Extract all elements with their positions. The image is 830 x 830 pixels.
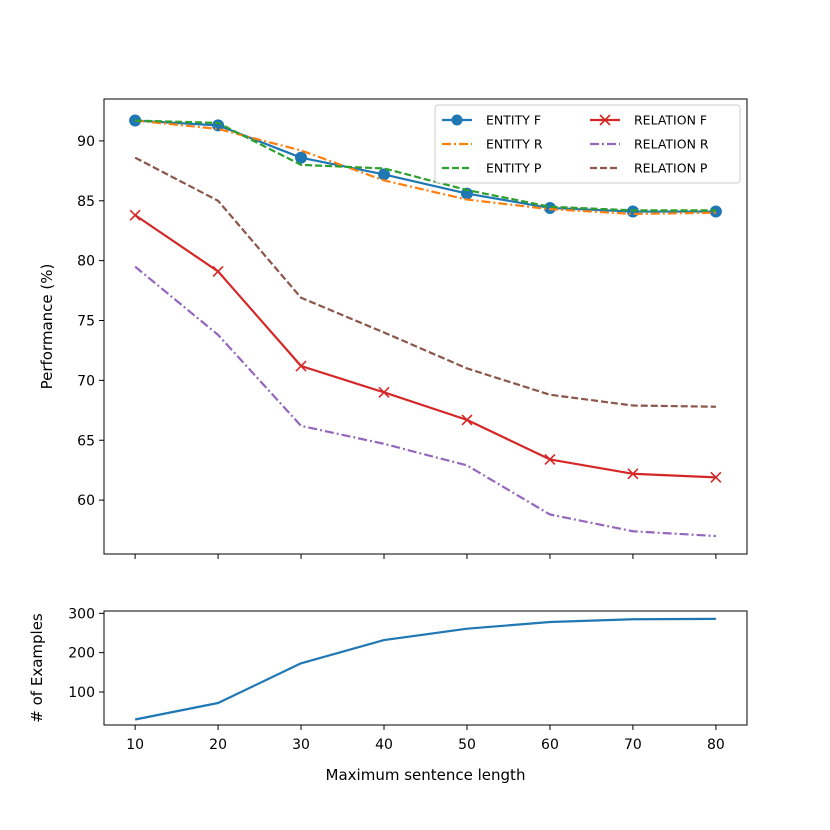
y-tick-label: 100 [68, 685, 95, 701]
series-line [135, 119, 716, 212]
data-point [129, 209, 141, 221]
x-tick-label: 80 [707, 737, 725, 753]
y-tick-label: 90 [77, 134, 95, 150]
legend-item: RELATION P [590, 161, 708, 176]
y-tick-label: 65 [77, 433, 95, 449]
legend-box [434, 104, 741, 184]
data-point [212, 265, 224, 277]
examples-plot-area [104, 611, 747, 725]
series-relation-p [134, 156, 716, 408]
x-tick-label: 60 [541, 737, 559, 753]
x-tick-label: 30 [292, 737, 310, 753]
data-point [709, 205, 722, 218]
legend-marker [451, 114, 463, 126]
series-line [134, 156, 716, 408]
y-tick-label: 200 [68, 646, 95, 662]
legend: ENTITY F ENTITY R ENTITY P RELATION F RELATI… [434, 104, 741, 184]
performance-ticks-group: 60 65 70 75 80 85 90 [77, 134, 717, 559]
x-axis-label: Maximum sentence length [326, 766, 526, 784]
examples-series-group [134, 617, 716, 721]
legend-item: RELATION R [590, 137, 709, 152]
legend-label: ENTITY R [486, 137, 543, 152]
series-line [134, 214, 716, 479]
y-tick-label: 75 [77, 314, 95, 330]
legend-label: ENTITY P [486, 161, 542, 176]
examples-ticks-group: 10 20 30 40 50 60 70 80 100 200 300 [68, 606, 725, 753]
legend-item: ENTITY P [442, 161, 542, 176]
series-line [134, 265, 716, 538]
data-point [710, 471, 722, 483]
performance-axes-frame [103, 98, 748, 555]
legend-label: RELATION P [634, 161, 708, 176]
series-line [134, 119, 716, 216]
data-point [544, 453, 556, 465]
y-tick-label: 85 [77, 194, 95, 210]
examples-axes-frame [103, 610, 748, 726]
data-point [627, 468, 639, 480]
x-tick-label: 40 [375, 737, 393, 753]
x-tick-label: 70 [624, 737, 642, 753]
examples-y-axis-label: # of Examples [28, 613, 46, 723]
data-point [295, 151, 308, 164]
series-relation-f [129, 209, 722, 483]
legend-item: ENTITY F [442, 113, 541, 128]
performance-series-group [129, 114, 722, 538]
data-point [626, 205, 639, 218]
data-point [378, 386, 390, 398]
legend-label: RELATION F [634, 113, 707, 128]
series-examples [134, 617, 716, 721]
legend-label: ENTITY F [486, 113, 541, 128]
y-tick-label: 70 [77, 373, 95, 389]
x-tick-label: 20 [209, 737, 227, 753]
series-line [134, 617, 716, 721]
y-tick-label: 300 [68, 606, 95, 622]
legend-label: RELATION R [634, 137, 709, 152]
legend-marker [599, 114, 611, 126]
performance-y-axis-label: Performance (%) [38, 264, 56, 390]
legend-item: RELATION F [590, 113, 707, 128]
data-point [461, 414, 473, 426]
legend-item: ENTITY R [442, 137, 543, 152]
y-tick-label: 60 [77, 493, 95, 509]
series-relation-r [134, 265, 716, 538]
series-line [135, 119, 716, 213]
series-entity-r [134, 119, 716, 216]
series-entity-p [135, 119, 716, 212]
data-point [295, 360, 307, 372]
x-tick-label: 50 [458, 737, 476, 753]
y-tick-label: 80 [77, 254, 95, 270]
x-tick-label: 10 [126, 737, 144, 753]
